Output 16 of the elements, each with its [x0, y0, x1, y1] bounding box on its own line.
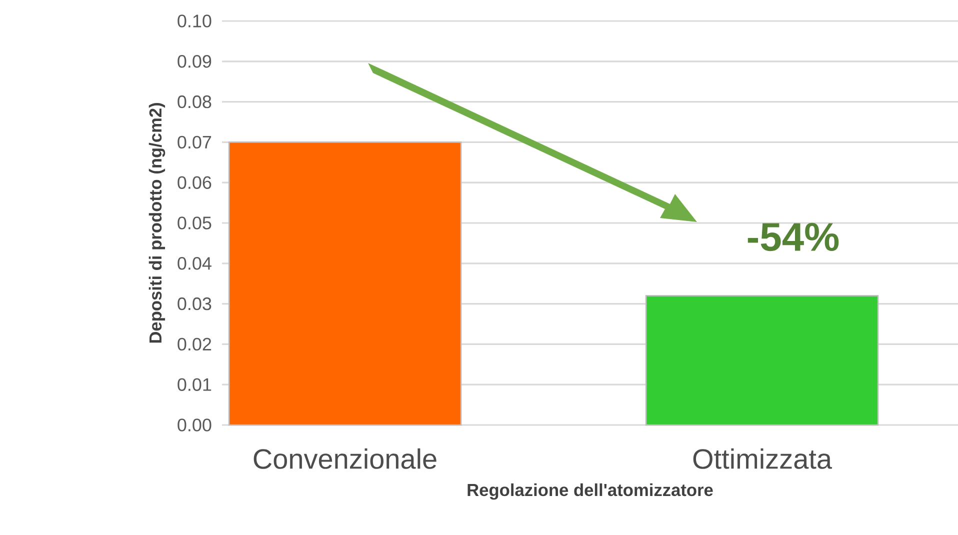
x-axis-title: Regolazione dell'atomizzatore [468, 483, 713, 500]
x-tick-label: Ottimizzata [693, 448, 832, 469]
x-tick-label: Convenzionale [254, 448, 436, 469]
y-tick-label: 0.09 [178, 55, 212, 68]
y-tick-label: 0.05 [178, 216, 212, 230]
y-axis-title: Depositi di prodotto (ng/cm2) [148, 103, 166, 343]
y-tick-label: 0.02 [178, 338, 212, 351]
y-tick-label: 0.06 [178, 176, 212, 189]
annotation: -54% [748, 222, 839, 252]
y-tick-label: 0.01 [178, 378, 212, 391]
y-tick-label: 0.10 [178, 14, 212, 28]
y-tick-label: 0.03 [178, 297, 212, 310]
y-tick-label: 0.08 [178, 95, 212, 108]
y-tick-label: 0.04 [178, 257, 212, 270]
y-tick-label: 0.00 [178, 418, 212, 432]
y-tick-label: 0.07 [178, 136, 212, 149]
